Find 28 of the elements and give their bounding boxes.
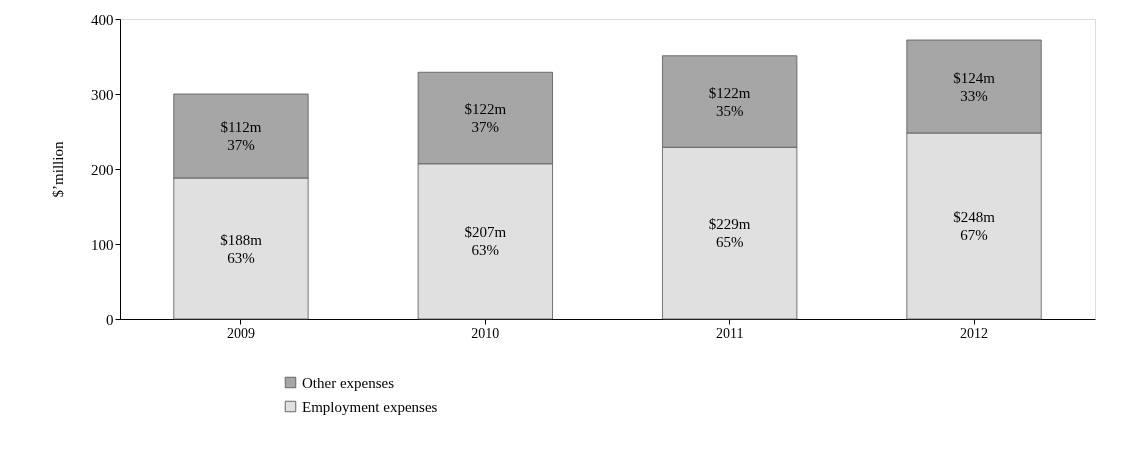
annotation: 67% (960, 227, 988, 243)
x-tick-label: 2011 (715, 325, 744, 341)
x-tick-label: 2012 (960, 325, 989, 341)
annotation: 37% (471, 119, 500, 135)
y-tick-label: 200 (91, 161, 114, 178)
data-label: $122m (464, 101, 507, 117)
annotation: 37% (227, 137, 255, 153)
y-tick-label: 400 (91, 11, 114, 28)
annotation: 63% (227, 249, 255, 266)
x-tick-label: 2010 (471, 325, 500, 341)
data-label: $229m (708, 216, 751, 233)
data-label: $112m (220, 119, 262, 135)
annotation: 63% (471, 242, 500, 259)
y-tick-label: 300 (91, 86, 114, 103)
x-tick-label: 2009 (226, 325, 255, 341)
annotation: 65% (715, 234, 744, 251)
y-tick-label: 100 (91, 236, 114, 253)
data-label: $122m (708, 84, 751, 101)
data-label: $188m (220, 231, 263, 248)
y-axis-title: $’million (50, 141, 66, 198)
annotation: 35% (715, 102, 744, 119)
data-label: $124m (953, 69, 996, 86)
data-label: $248m (953, 209, 996, 225)
data-label: $207m (464, 224, 507, 241)
annotation: 33% (960, 87, 988, 104)
legend-label: Other expenses (302, 374, 395, 391)
legend-label: Employment expenses (302, 398, 438, 415)
y-tick-label: 0 (106, 311, 114, 328)
